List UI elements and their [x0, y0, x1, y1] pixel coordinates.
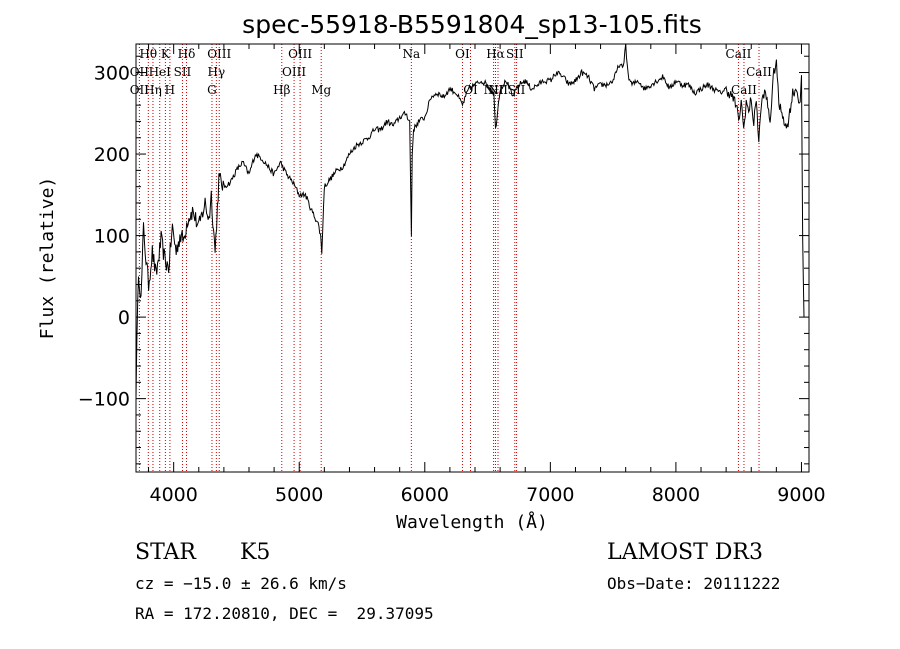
line-label: Hη [144, 83, 162, 97]
x-axis: 4000 5000 6000 7000 8000 9000 [148, 44, 826, 506]
x-axis-label: Wavelength (Å) [396, 511, 548, 533]
line-label: K [161, 47, 171, 61]
line-label: CaII [746, 65, 772, 79]
line-label: OII [130, 65, 150, 79]
x-tick-label: 9000 [777, 484, 825, 506]
y-tick-label: 300 [94, 63, 130, 85]
line-label: OIII [207, 47, 231, 61]
redshift: cz = −15.0 ± 26.6 km/s [135, 574, 347, 593]
line-label: OIII [282, 65, 306, 79]
line-label: SII [174, 65, 192, 79]
line-label: Hγ [208, 65, 226, 79]
line-label: CaII [726, 47, 752, 61]
line-label: CaII [731, 83, 757, 97]
line-label: Mg [311, 83, 331, 97]
line-label: SII [506, 47, 524, 61]
y-axis-label: Flux (relative) [37, 177, 58, 340]
chart-title: spec-55918-B5591804_sp13-105.fits [242, 10, 702, 39]
x-tick-label: 5000 [275, 484, 323, 506]
y-tick-label: 100 [94, 226, 130, 248]
line-label: OII [130, 83, 150, 97]
subclass: K5 [240, 540, 271, 565]
line-label: OI [463, 83, 478, 97]
spectrum-line [135, 43, 805, 398]
line-label: Hβ [273, 83, 290, 97]
spectrum-chart: spec-55918-B5591804_sp13-105.fits Hθ K Hδ O… [37, 10, 826, 533]
line-label: Hα [486, 47, 505, 61]
line-label: Hθ [139, 47, 157, 61]
survey-name: LAMOST DR3 [607, 540, 763, 565]
x-tick-label: 8000 [652, 484, 700, 506]
line-markers [138, 44, 760, 472]
y-tick-label: 0 [118, 307, 130, 329]
line-label: OIII [288, 47, 312, 61]
object-class: STAR [135, 540, 196, 565]
y-tick-label: −100 [78, 389, 130, 411]
line-label: G [207, 83, 217, 97]
x-tick-label: 7000 [526, 484, 574, 506]
y-tick-label: 200 [94, 144, 130, 166]
line-label: H [165, 83, 175, 97]
line-label: SII [508, 83, 526, 97]
y-axis: −100 0 100 200 300 [78, 55, 809, 465]
x-tick-label: 4000 [149, 484, 197, 506]
plot-frame [135, 43, 810, 473]
x-tick-label: 6000 [401, 484, 449, 506]
line-label: HeI [149, 65, 172, 79]
line-label: Hδ [178, 47, 196, 61]
line-label: OI [455, 47, 470, 61]
coordinates: RA = 172.20810, DEC = 29.37095 [135, 604, 434, 623]
line-label: NII [484, 83, 504, 97]
line-label: Na [403, 47, 421, 61]
obs-date: Obs−Date: 20111222 [607, 574, 781, 593]
